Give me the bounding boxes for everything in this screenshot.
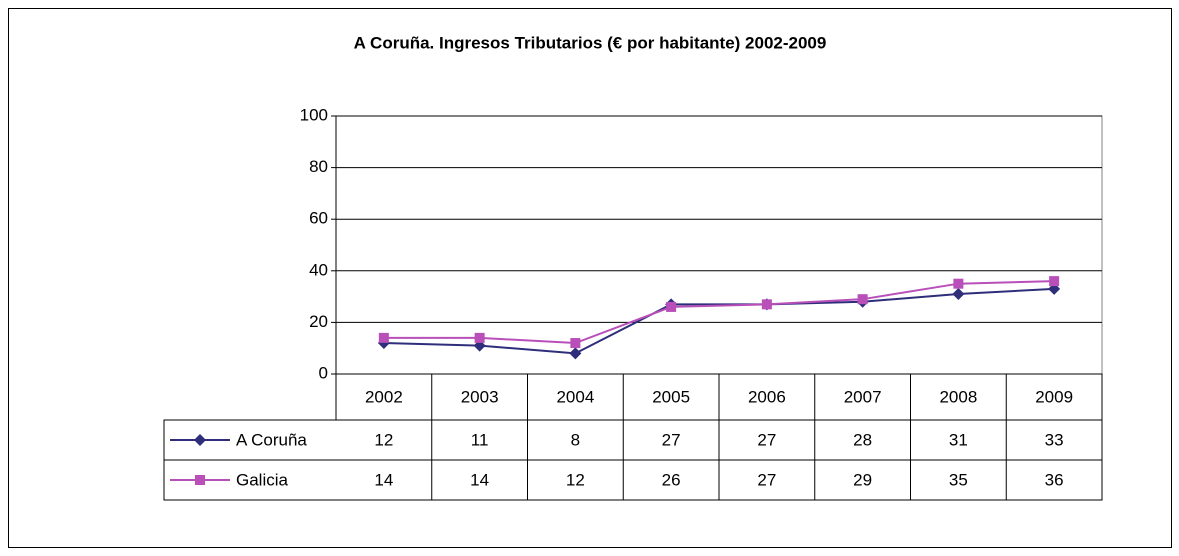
x-tick-label: 2005 [652,387,690,406]
marker [952,288,965,301]
marker [474,332,485,343]
series-line [383,287,1055,355]
table-value: 8 [571,430,580,449]
x-tick-label: 2004 [556,387,594,406]
x-tick-label: 2002 [365,387,403,406]
table-value: 35 [949,470,968,489]
table-value: 31 [949,430,968,449]
y-tick-label: 100 [300,105,328,124]
table-value: 27 [662,430,681,449]
legend-label: A Coruña [236,430,307,449]
marker [569,347,582,360]
legend-label: Galicia [236,470,289,489]
plot-area [335,115,1103,375]
marker [953,278,964,289]
marker [570,338,581,349]
x-tick-label: 2003 [461,387,499,406]
marker [761,299,772,310]
table-value: 27 [757,470,776,489]
table-value: 27 [757,430,776,449]
table-value: 33 [1045,430,1064,449]
marker [378,332,389,343]
table-value: 26 [662,470,681,489]
x-tick-label: 2008 [939,387,977,406]
x-tick-label: 2006 [748,387,786,406]
table-value: 12 [374,430,393,449]
table-value: 14 [374,470,393,489]
y-tick-label: 60 [309,209,328,228]
table-value: 29 [853,470,872,489]
marker [857,294,868,305]
y-tick-label: 0 [319,363,328,382]
y-tick-label: 40 [309,260,328,279]
y-tick-label: 80 [309,157,328,176]
table-value: 36 [1045,470,1064,489]
table-value: 12 [566,470,585,489]
table-value: 11 [471,430,489,449]
marker [1049,276,1060,287]
x-tick-label: 2009 [1035,387,1073,406]
table-value: 28 [853,430,872,449]
marker [194,434,206,446]
series-line [383,280,1055,345]
marker [195,475,205,485]
marker [666,301,677,312]
x-tick-label: 2007 [844,387,882,406]
table-row [163,459,1103,501]
chart-title: A Coruña. Ingresos Tributarios (€ por ha… [354,33,827,52]
table-value: 14 [470,470,489,489]
y-tick-label: 20 [309,312,328,331]
